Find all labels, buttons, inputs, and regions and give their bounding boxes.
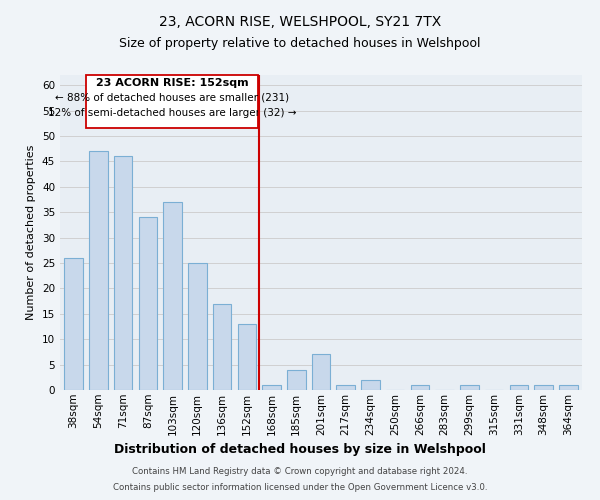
- Bar: [64, 258, 83, 390]
- Bar: [460, 385, 479, 390]
- Bar: [361, 380, 380, 390]
- Text: 23, ACORN RISE, WELSHPOOL, SY21 7TX: 23, ACORN RISE, WELSHPOOL, SY21 7TX: [159, 15, 441, 29]
- Text: ← 88% of detached houses are smaller (231): ← 88% of detached houses are smaller (23…: [55, 93, 289, 103]
- Bar: [89, 151, 107, 390]
- Bar: [410, 385, 429, 390]
- Bar: [86, 75, 258, 128]
- Bar: [114, 156, 133, 390]
- Text: 12% of semi-detached houses are larger (32) →: 12% of semi-detached houses are larger (…: [48, 108, 296, 118]
- Bar: [262, 385, 281, 390]
- Bar: [337, 385, 355, 390]
- Y-axis label: Number of detached properties: Number of detached properties: [26, 145, 37, 320]
- Text: Size of property relative to detached houses in Welshpool: Size of property relative to detached ho…: [119, 38, 481, 51]
- Bar: [535, 385, 553, 390]
- Bar: [287, 370, 305, 390]
- Bar: [139, 218, 157, 390]
- Bar: [238, 324, 256, 390]
- Bar: [509, 385, 528, 390]
- Bar: [312, 354, 330, 390]
- Bar: [163, 202, 182, 390]
- Text: Contains HM Land Registry data © Crown copyright and database right 2024.: Contains HM Land Registry data © Crown c…: [132, 468, 468, 476]
- Text: Contains public sector information licensed under the Open Government Licence v3: Contains public sector information licen…: [113, 482, 487, 492]
- Bar: [213, 304, 232, 390]
- Bar: [188, 263, 206, 390]
- Bar: [559, 385, 578, 390]
- Text: 23 ACORN RISE: 152sqm: 23 ACORN RISE: 152sqm: [96, 78, 248, 88]
- Text: Distribution of detached houses by size in Welshpool: Distribution of detached houses by size …: [114, 442, 486, 456]
